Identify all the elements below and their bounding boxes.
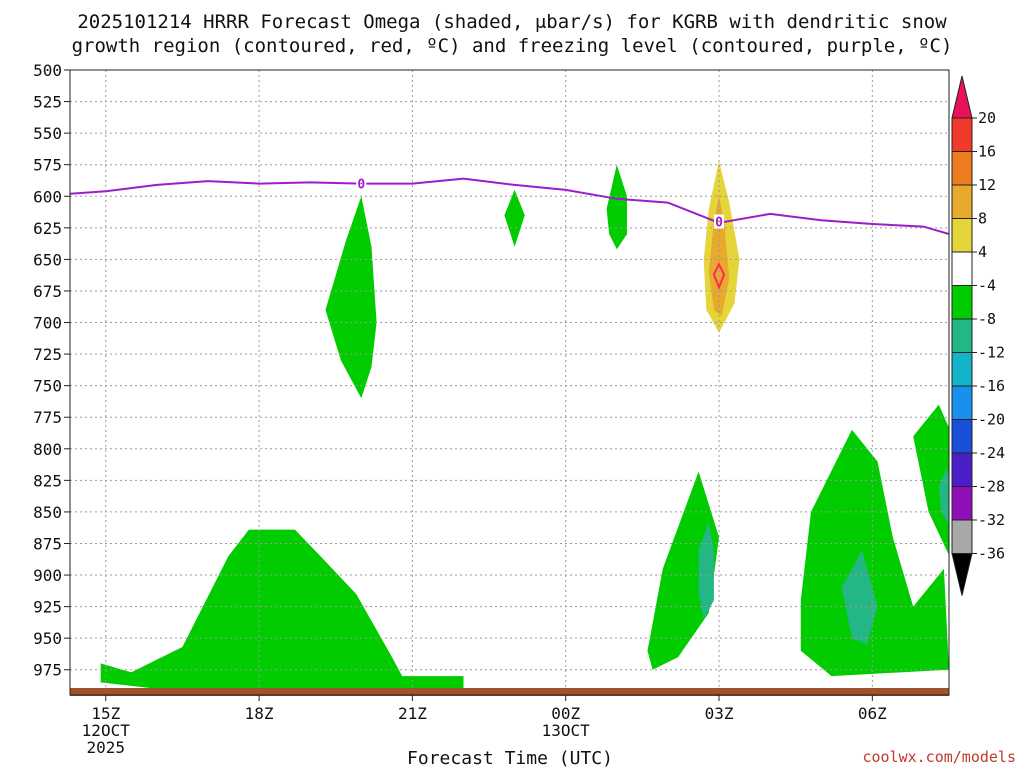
colorbar-label-10: -24	[978, 444, 1005, 462]
ground-bar	[70, 688, 949, 696]
y-tick-label-750: 750	[33, 377, 62, 396]
y-tick-label-700: 700	[33, 314, 62, 333]
y-tick-label-775: 775	[33, 408, 62, 427]
omega-region-0	[325, 196, 377, 399]
colorbar-segment-7	[951, 352, 973, 387]
y-tick-label-675: 675	[33, 282, 62, 301]
x-axis-label: Forecast Time (UTC)	[407, 748, 613, 768]
colorbar-segment-4	[951, 251, 973, 286]
colorbar: 20 16 12 8 4 -4 -8 -12 -16 -20 -24 -28 -32 -36	[951, 75, 1005, 596]
colorbar-bottom-arrow	[951, 553, 973, 596]
colorbar-label-5: -4	[978, 277, 996, 295]
omega-region-10	[100, 529, 464, 689]
colorbar-label-11: -28	[978, 478, 1005, 496]
y-tick-label-825: 825	[33, 471, 62, 490]
x-tick-label-3-0: 00Z	[551, 704, 580, 723]
freezing-level-line	[70, 177, 949, 236]
freezing-level-contour: 00	[70, 176, 949, 236]
y-tick-label-500: 500	[33, 61, 62, 80]
omega-region-16	[938, 467, 949, 525]
colorbar-segment-1	[951, 151, 973, 186]
colorbar-label-12: -32	[978, 511, 1005, 529]
y-tick-label-875: 875	[33, 534, 62, 553]
y-tick-label-925: 925	[33, 598, 62, 617]
colorbar-label-2: 12	[978, 176, 996, 194]
freezing-level-label-0: 0	[357, 178, 365, 193]
x-tick-label-0-2: 2025	[87, 738, 126, 757]
x-tick-label-5-0: 06Z	[858, 704, 887, 723]
omega-region-11	[647, 471, 719, 670]
colorbar-top-arrow	[951, 75, 973, 119]
y-tick-label-975: 975	[33, 661, 62, 680]
colorbar-segment-12	[951, 519, 973, 554]
colorbar-label-7: -12	[978, 344, 1005, 362]
x-tick-label-1-0: 18Z	[245, 704, 274, 723]
colorbar-segment-5	[951, 285, 973, 320]
omega-region-1	[407, 88, 421, 184]
y-tick-label-650: 650	[33, 250, 62, 269]
colorbar-label-6: -8	[978, 310, 996, 328]
colorbar-segment-6	[951, 318, 973, 353]
omega-region-2	[504, 189, 525, 247]
x-tick-label-0-0: 15Z	[91, 704, 120, 723]
colorbar-label-13: -36	[978, 545, 1005, 563]
colorbar-label-1: 16	[978, 143, 996, 161]
colorbar-segment-11	[951, 486, 973, 521]
colorbar-segment-3	[951, 218, 973, 253]
y-axis: 500 525 550 575 600 625 650 675 700 725 750 775 800 8…	[33, 61, 70, 680]
colorbar-label-3: 8	[978, 210, 987, 228]
y-tick-label-800: 800	[33, 440, 62, 459]
colorbar-segment-0	[951, 117, 973, 152]
y-tick-label-550: 550	[33, 124, 62, 143]
x-tick-label-3-1: 13OCT	[542, 721, 591, 740]
freezing-level-label-1: 0	[715, 216, 723, 231]
chart-title-line2: growth region (contoured, red, ºC) and f…	[72, 35, 953, 57]
plot-area: 00	[69, 69, 950, 696]
colorbar-label-0: 20	[978, 109, 996, 127]
y-tick-label-575: 575	[33, 156, 62, 175]
y-tick-label-850: 850	[33, 503, 62, 522]
colorbar-segment-9	[951, 419, 973, 454]
y-tick-label-625: 625	[33, 219, 62, 238]
colorbar-segment-8	[951, 385, 973, 420]
y-tick-label-950: 950	[33, 629, 62, 648]
dgz-contours	[712, 262, 726, 290]
omega-region-14	[841, 549, 878, 645]
colorbar-label-9: -20	[978, 411, 1005, 429]
y-tick-label-600: 600	[33, 187, 62, 206]
dgz-contour-0	[712, 262, 726, 290]
omega-region-13	[800, 429, 949, 677]
credit-text: coolwx.com/models	[862, 748, 1016, 766]
colorbar-segment-10	[951, 452, 973, 487]
colorbar-label-4: 4	[978, 243, 987, 261]
plot-frame	[69, 69, 950, 696]
freezing-level-label-bg-1	[714, 214, 725, 229]
freezing-level-label-bg-0	[356, 176, 367, 191]
x-tick-label-0-1: 12OCT	[82, 721, 131, 740]
colorbar-segment-2	[951, 184, 973, 219]
chart-title-line1: 2025101214 HRRR Forecast Omega (shaded, …	[77, 11, 947, 33]
omega-region-12	[698, 522, 714, 620]
colorbar-label-8: -16	[978, 377, 1005, 395]
x-tick-label-4-0: 03Z	[705, 704, 734, 723]
omega-region-9	[560, 354, 668, 569]
y-tick-label-900: 900	[33, 566, 62, 585]
x-tick-label-2-0: 21Z	[398, 704, 427, 723]
y-tick-label-525: 525	[33, 93, 62, 112]
omega-shading	[100, 86, 949, 689]
y-tick-label-725: 725	[33, 345, 62, 364]
